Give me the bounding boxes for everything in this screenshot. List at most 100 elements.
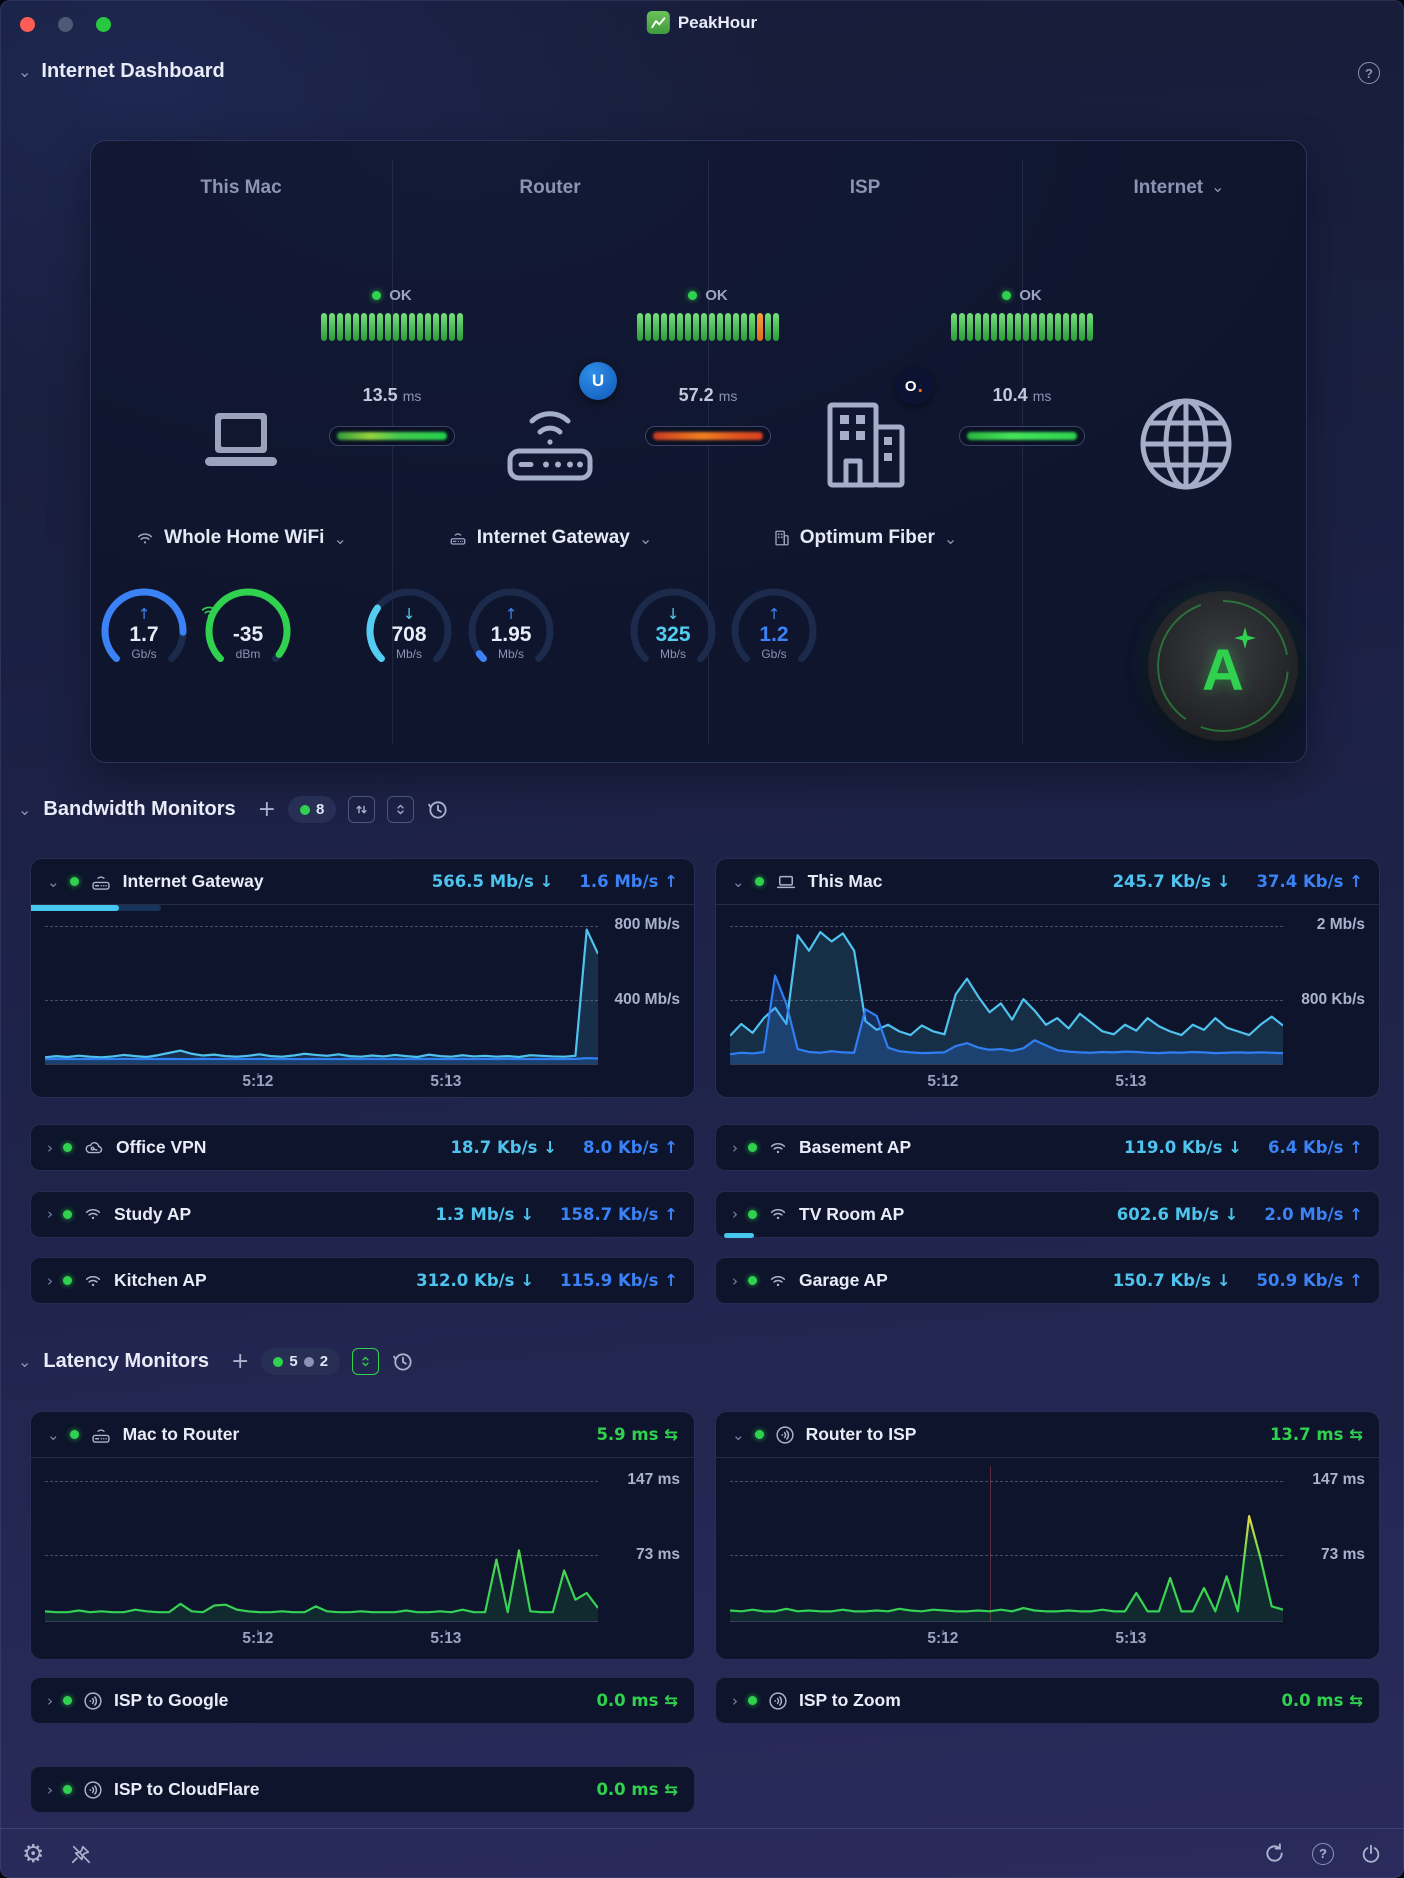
column-internet-dropdown[interactable]: Internet ⌄ (1133, 177, 1225, 198)
connection-grade-badge[interactable]: A (1148, 591, 1298, 741)
hop-router-isp: OK 57.2 ms (618, 287, 798, 467)
monitor-row[interactable]: › Basement AP 119.0 Kb/s ↓ 6.4 Kb/s ↑ (715, 1124, 1380, 1171)
monitor-row[interactable]: › ISP to Google 0.0 ms ⇆ (30, 1677, 695, 1724)
close-button[interactable] (20, 17, 35, 32)
help-icon[interactable]: ? (1358, 62, 1380, 84)
status-dot (688, 291, 698, 300)
gridline (730, 1000, 1283, 1002)
device-optimum-fiber[interactable]: Optimum Fiber ⌄ (695, 527, 1035, 549)
status-dot (748, 1696, 757, 1705)
gauge-value: 1.2 (759, 623, 789, 646)
chevron-right-icon[interactable]: › (732, 1138, 738, 1157)
quality-meter (302, 313, 482, 341)
hop-isp-internet: OK 10.4 ms (932, 287, 1112, 467)
monitor-row[interactable]: › ISP to Zoom 0.0 ms ⇆ (715, 1677, 1380, 1724)
status-dot (63, 1276, 72, 1285)
monitor-card-header[interactable]: ⌄ Router to ISP 13.7 ms ⇆ (716, 1412, 1379, 1458)
add-monitor-button[interactable]: + (257, 797, 277, 822)
monitor-card-header[interactable]: ⌄ This Mac 245.7 Kb/s ↓ 37.4 Kb/s ↑ (716, 859, 1379, 905)
chevron-right-icon[interactable]: › (47, 1691, 53, 1710)
chevron-right-icon[interactable]: › (47, 1780, 53, 1799)
laptop-icon (774, 872, 798, 892)
chevron-down-icon[interactable]: ⌄ (732, 1425, 745, 1444)
sort-button[interactable] (348, 796, 376, 823)
chevron-right-icon[interactable]: › (732, 1205, 738, 1223)
chevron-right-icon[interactable]: › (47, 1205, 53, 1223)
x-axis-label: 5:12 (242, 1630, 274, 1647)
status-dot (69, 877, 79, 886)
latency-value: 0.0 ms ⇆ (596, 1691, 678, 1710)
chevron-right-icon[interactable]: › (732, 1691, 738, 1710)
x-tick (445, 1630, 447, 1635)
chevron-down-icon[interactable]: ⌄ (732, 872, 745, 891)
x-axis: 5:12 5:13 (730, 1069, 1283, 1095)
ping-icon (82, 1779, 104, 1801)
status-dot (1002, 291, 1012, 300)
chevron-down-icon: ⌄ (1211, 177, 1225, 196)
x-axis: 5:12 5:13 (45, 1069, 598, 1095)
x-tick (942, 1073, 944, 1078)
refresh-icon[interactable] (1263, 1842, 1286, 1865)
upload-value: 6.4 Kb/s ↑ (1268, 1138, 1363, 1157)
chart-router-to-isp-latency: 147 ms 73 ms 5:12 5:13 (716, 1466, 1379, 1656)
wifi-icon (767, 1139, 789, 1157)
monitor-row[interactable]: › TV Room AP 602.6 Mb/s ↓ 2.0 Mb/s ↑ (715, 1190, 1380, 1238)
minimize-button[interactable] (58, 17, 73, 32)
throughput-capsule (329, 426, 455, 446)
monitor-card-header[interactable]: ⌄ Internet Gateway 566.5 Mb/s ↓ 1.6 Mb/s ↑ (31, 859, 694, 905)
add-monitor-button[interactable]: + (230, 1349, 250, 1374)
upload-value: 115.9 Kb/s ↑ (560, 1271, 678, 1290)
chevron-down-icon: ⌄ (943, 528, 958, 548)
latency-monitor-card: ⌄ Router to ISP 13.7 ms ⇆ 147 ms 73 ms 5:12 5:… (715, 1411, 1380, 1660)
history-button[interactable] (426, 798, 449, 821)
monitor-name: ISP to Zoom (799, 1690, 901, 1710)
chevron-right-icon[interactable]: › (47, 1271, 53, 1290)
gridline (45, 1000, 598, 1002)
monitor-count-pill[interactable]: 8 (288, 796, 337, 823)
chart-plot (45, 909, 598, 1065)
history-button[interactable] (391, 1350, 414, 1373)
device-internet-gateway[interactable]: Internet Gateway ⌄ (380, 527, 720, 549)
collapse-expand-button[interactable] (352, 1348, 380, 1375)
settings-gear-icon[interactable]: ⚙ (22, 1839, 45, 1868)
device-whole-home-wifi[interactable]: Whole Home WiFi ⌄ (71, 527, 411, 549)
bandwidth-monitors-header: ⌄ Bandwidth Monitors +8 (18, 796, 449, 823)
zoom-button[interactable] (96, 17, 111, 32)
upload-value: 50.9 Kb/s ↑ (1256, 1271, 1363, 1290)
throughput-capsule (645, 426, 771, 446)
chevron-down-icon[interactable]: ⌄ (18, 62, 32, 81)
monitor-row[interactable]: › Kitchen AP 312.0 Kb/s ↓ 115.9 Kb/s ↑ (30, 1257, 695, 1304)
monitor-row[interactable]: › Office VPN 18.7 Kb/s ↓ 8.0 Kb/s ↑ (30, 1124, 695, 1171)
chevron-down-icon[interactable]: ⌄ (18, 800, 32, 819)
chevron-right-icon[interactable]: › (47, 1138, 53, 1157)
monitor-count: 8 (316, 801, 325, 818)
chart-this-mac-bandwidth: 2 Mb/s 800 Kb/s 5:12 5:13 (716, 909, 1379, 1099)
bandwidth-monitor-card: ⌄ This Mac 245.7 Kb/s ↓ 37.4 Kb/s ↑ 2 Mb/s 80… (715, 858, 1380, 1098)
wifi-icon (767, 1272, 789, 1290)
x-axis-label: 5:13 (1115, 1630, 1147, 1647)
marker-line (989, 1466, 992, 1621)
chevron-down-icon[interactable]: ⌄ (47, 1425, 60, 1444)
chevron-down-icon[interactable]: ⌄ (47, 872, 60, 891)
monitor-card-header[interactable]: ⌄ Mac to Router 5.9 ms ⇆ (31, 1412, 694, 1458)
monitor-row[interactable]: › ISP to CloudFlare 0.0 ms ⇆ (30, 1766, 695, 1813)
download-value: 602.6 Mb/s ↓ (1116, 1204, 1239, 1224)
monitor-row[interactable]: › Study AP 1.3 Mb/s ↓ 158.7 Kb/s ↑ (30, 1190, 695, 1238)
monitor-row[interactable]: › Garage AP 150.7 Kb/s ↓ 50.9 Kb/s ↑ (715, 1257, 1380, 1304)
live-progress-bar (31, 905, 161, 911)
app-title-text: PeakHour (677, 12, 758, 32)
globe-icon (1138, 396, 1234, 497)
y-axis-label: 73 ms (636, 1546, 680, 1563)
collapse-expand-button[interactable] (387, 796, 415, 823)
column-divider (1022, 159, 1023, 744)
pin-disabled-icon[interactable] (70, 1843, 92, 1865)
chevron-down-icon[interactable]: ⌄ (18, 1352, 32, 1371)
chevron-right-icon[interactable]: › (732, 1271, 738, 1290)
chart-mac-to-router-latency: 147 ms 73 ms 5:12 5:13 (31, 1466, 694, 1656)
power-icon[interactable] (1360, 1843, 1382, 1865)
monitor-name: Basement AP (799, 1137, 912, 1157)
help-icon[interactable]: ? (1312, 1842, 1334, 1865)
status-dot (372, 291, 382, 300)
latency-monitors-header: ⌄ Latency Monitors +5 2 (18, 1348, 414, 1375)
